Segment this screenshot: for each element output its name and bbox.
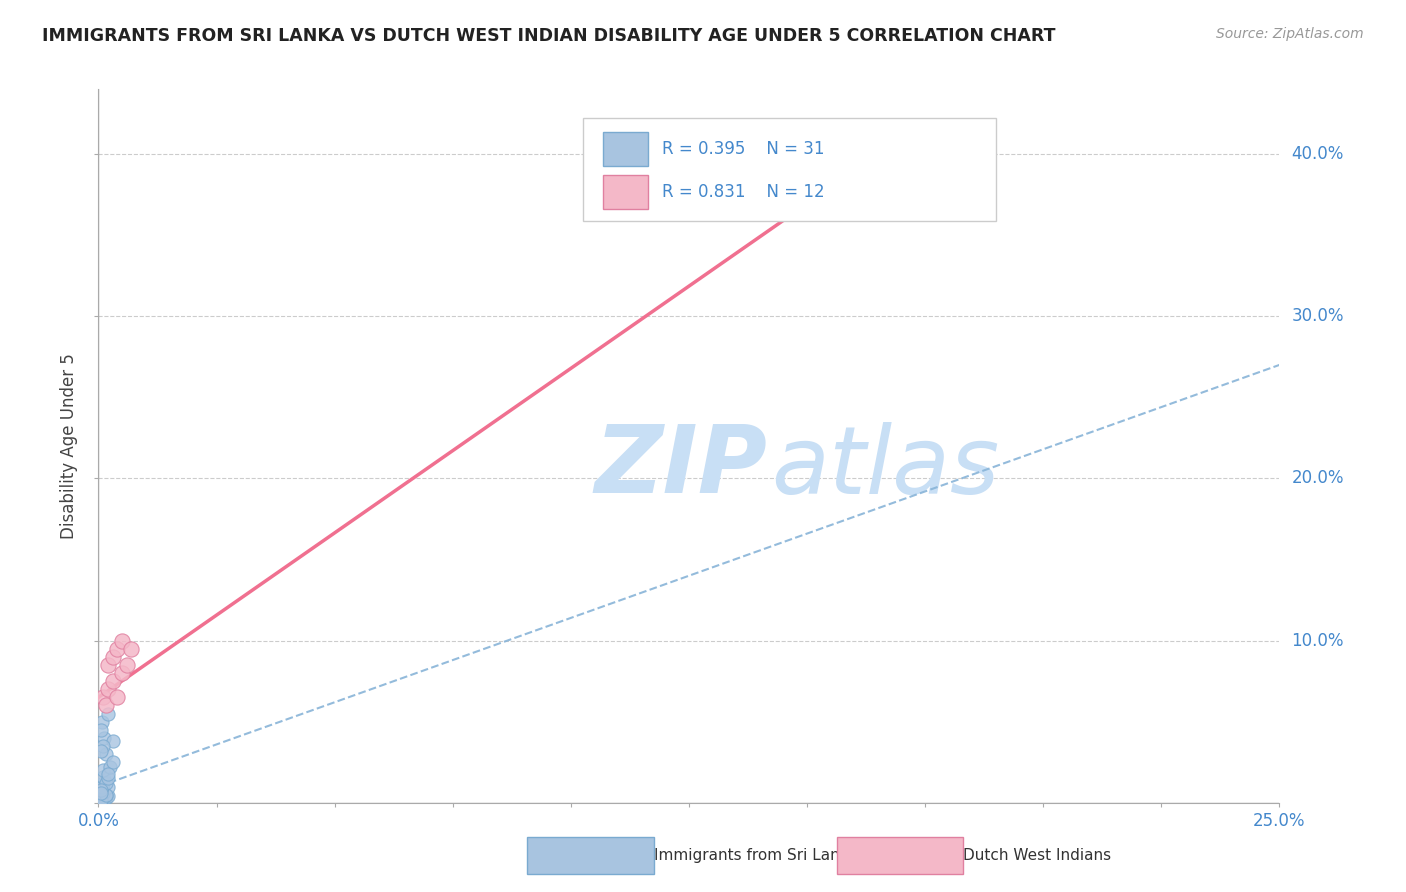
Point: [90, 786, 112, 800]
Text: Immigrants from Sri Lanka: Immigrants from Sri Lanka: [654, 848, 858, 863]
Point: [97, 772, 120, 786]
Point: [91, 739, 114, 753]
Point: [94, 788, 117, 802]
Text: ZIP: ZIP: [595, 421, 768, 514]
Point: [101, 734, 124, 748]
Text: 20.0%: 20.0%: [1291, 469, 1344, 487]
Point: [121, 641, 143, 656]
Point: [91, 792, 114, 806]
Point: [94, 747, 117, 761]
Point: [97, 706, 120, 721]
Point: [98, 760, 121, 774]
Point: [90, 792, 112, 806]
Point: [97, 657, 120, 672]
Point: [90, 791, 112, 805]
Point: [90, 780, 112, 794]
Text: 30.0%: 30.0%: [1291, 307, 1344, 326]
Point: [94, 698, 117, 713]
Point: [91, 786, 114, 800]
Point: [101, 649, 124, 664]
Point: [90, 744, 112, 758]
Point: [97, 780, 120, 794]
Point: [97, 682, 120, 697]
Point: [105, 641, 128, 656]
Point: [97, 766, 120, 780]
Text: atlas: atlas: [772, 422, 1000, 513]
Point: [91, 764, 114, 778]
Point: [111, 666, 134, 681]
Bar: [603, 132, 648, 166]
Text: Dutch West Indians: Dutch West Indians: [963, 848, 1111, 863]
Text: 40.0%: 40.0%: [1291, 145, 1344, 163]
Point: [91, 714, 114, 729]
Point: [91, 782, 114, 797]
Text: IMMIGRANTS FROM SRI LANKA VS DUTCH WEST INDIAN DISABILITY AGE UNDER 5 CORRELATIO: IMMIGRANTS FROM SRI LANKA VS DUTCH WEST …: [42, 27, 1056, 45]
Point: [115, 657, 138, 672]
Point: [91, 788, 114, 802]
Text: R = 0.395    N = 31: R = 0.395 N = 31: [662, 140, 824, 158]
Point: [101, 756, 124, 770]
Y-axis label: Disability Age Under 5: Disability Age Under 5: [60, 353, 79, 539]
Text: Source: ZipAtlas.com: Source: ZipAtlas.com: [1216, 27, 1364, 41]
Point: [94, 791, 117, 805]
Point: [94, 788, 117, 802]
Text: 10.0%: 10.0%: [1291, 632, 1344, 649]
Point: [90, 723, 112, 737]
FancyBboxPatch shape: [582, 118, 995, 221]
Point: [90, 782, 112, 797]
Point: [93, 731, 115, 745]
Point: [91, 690, 114, 705]
Point: [105, 690, 128, 705]
Point: [914, 122, 936, 136]
Point: [91, 770, 114, 784]
Bar: [603, 175, 648, 209]
Point: [91, 776, 114, 790]
Point: [94, 776, 117, 790]
Point: [97, 789, 120, 804]
Point: [101, 674, 124, 689]
Point: [90, 792, 112, 806]
Point: [111, 633, 134, 648]
Text: R = 0.831    N = 12: R = 0.831 N = 12: [662, 183, 824, 201]
